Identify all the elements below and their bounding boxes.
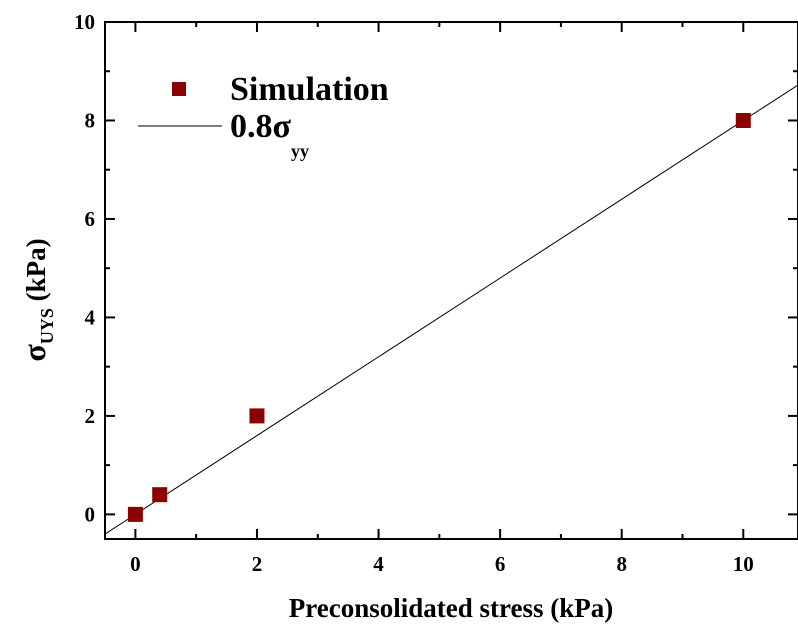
fit-line: [104, 84, 798, 535]
y-tick-label-10: 10: [74, 10, 95, 34]
y-axis-title: σUYS (kPa): [16, 238, 57, 361]
simulation-point: [735, 112, 751, 128]
legend-label-fit-subscript: yy: [291, 141, 309, 161]
legend-label-fit: 0.8σyy: [230, 108, 309, 161]
y-tick-label-4: 4: [85, 305, 96, 329]
simulation-point: [127, 506, 143, 522]
simulation-point: [249, 408, 265, 424]
x-tick-label-2: 2: [252, 552, 263, 576]
x-tick-label-8: 8: [616, 552, 627, 576]
y-axis-title-unit: (kPa): [21, 238, 51, 301]
y-axis-title-space: [21, 301, 51, 308]
legend-label-simulation: Simulation: [230, 71, 389, 108]
y-tick-label-6: 6: [85, 207, 96, 231]
x-axis-title: Preconsolidated stress (kPa): [289, 593, 613, 623]
legend-marker-simulation: [172, 82, 186, 96]
marks-layer: [104, 84, 798, 535]
ticks-layer: 0 2 4 6 8 10 0 2 4 6 8 10: [74, 10, 798, 576]
y-axis-title-subscript: UYS: [37, 308, 57, 344]
y-axis-title-symbol: σ: [16, 344, 52, 362]
x-tick-label-10: 10: [733, 552, 754, 576]
x-tick-label-6: 6: [495, 552, 506, 576]
plot-frame: [104, 21, 798, 540]
y-tick-label-0: 0: [85, 502, 96, 526]
simulation-point: [152, 487, 168, 503]
y-tick-label-8: 8: [85, 108, 96, 132]
legend-label-fit-main: 0.8σ: [230, 108, 292, 145]
x-tick-label-4: 4: [373, 552, 384, 576]
legend: Simulation 0.8σyy: [138, 71, 389, 161]
y-tick-label-2: 2: [85, 404, 96, 428]
x-tick-label-0: 0: [130, 552, 141, 576]
